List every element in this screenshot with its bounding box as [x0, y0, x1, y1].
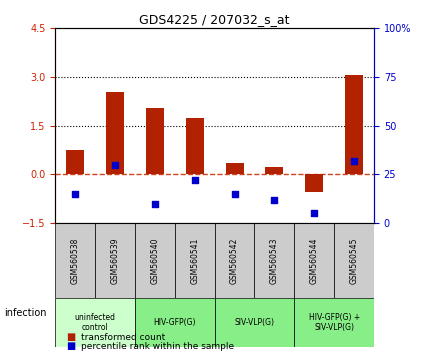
- Bar: [186, 118, 204, 174]
- Bar: [226, 163, 244, 174]
- Bar: [305, 174, 323, 192]
- FancyBboxPatch shape: [135, 223, 175, 298]
- FancyBboxPatch shape: [334, 223, 374, 298]
- FancyBboxPatch shape: [215, 223, 255, 298]
- Bar: [345, 75, 363, 174]
- Text: transformed count: transformed count: [81, 332, 165, 342]
- FancyBboxPatch shape: [135, 298, 215, 347]
- Text: ■: ■: [66, 341, 75, 351]
- FancyBboxPatch shape: [294, 223, 334, 298]
- FancyBboxPatch shape: [215, 298, 294, 347]
- Text: HIV-GFP(G): HIV-GFP(G): [153, 318, 196, 327]
- Text: GSM560544: GSM560544: [310, 238, 319, 284]
- Text: uninfected
control: uninfected control: [75, 313, 116, 332]
- Title: GDS4225 / 207032_s_at: GDS4225 / 207032_s_at: [139, 13, 290, 26]
- Point: [72, 191, 79, 196]
- Text: GSM560541: GSM560541: [190, 238, 199, 284]
- FancyBboxPatch shape: [55, 298, 135, 347]
- Text: infection: infection: [4, 308, 47, 318]
- Text: GSM560538: GSM560538: [71, 238, 79, 284]
- Point: [311, 210, 317, 216]
- FancyBboxPatch shape: [175, 223, 215, 298]
- Text: GSM560545: GSM560545: [350, 238, 359, 284]
- Bar: [66, 150, 84, 174]
- Text: ■: ■: [66, 332, 75, 342]
- Point: [351, 158, 357, 164]
- FancyBboxPatch shape: [95, 223, 135, 298]
- Point: [112, 162, 119, 167]
- Text: GSM560542: GSM560542: [230, 238, 239, 284]
- Text: GSM560539: GSM560539: [110, 238, 119, 284]
- Text: HIV-GFP(G) +
SIV-VLP(G): HIV-GFP(G) + SIV-VLP(G): [309, 313, 360, 332]
- Text: SIV-VLP(G): SIV-VLP(G): [235, 318, 275, 327]
- Point: [191, 177, 198, 183]
- Bar: [146, 108, 164, 174]
- FancyBboxPatch shape: [55, 223, 95, 298]
- Bar: [106, 92, 124, 174]
- Point: [231, 191, 238, 196]
- Text: GSM560543: GSM560543: [270, 238, 279, 284]
- Text: percentile rank within the sample: percentile rank within the sample: [81, 342, 234, 351]
- Bar: [266, 167, 283, 174]
- FancyBboxPatch shape: [255, 223, 294, 298]
- FancyBboxPatch shape: [294, 298, 374, 347]
- Point: [271, 197, 278, 202]
- Text: GSM560540: GSM560540: [150, 238, 159, 284]
- Point: [151, 201, 158, 206]
